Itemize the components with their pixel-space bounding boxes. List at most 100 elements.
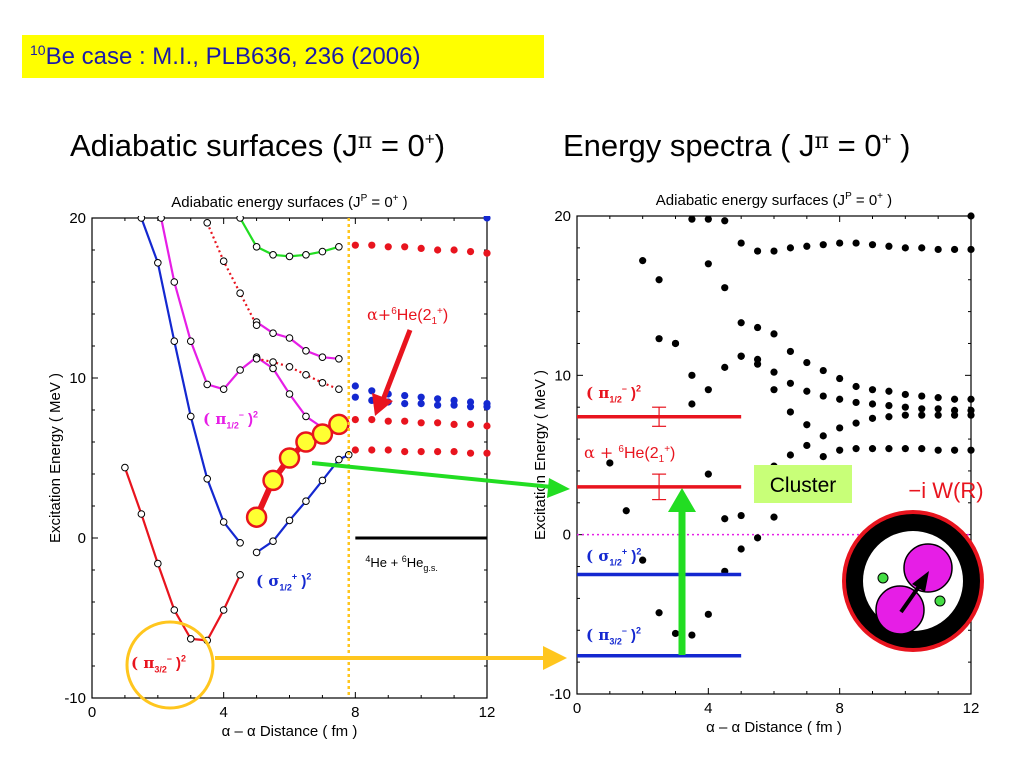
asymptotic-point-0	[450, 246, 458, 254]
spectrum-point	[901, 445, 909, 453]
pi32-highlight-circle	[125, 620, 215, 710]
spectrum-point	[967, 411, 975, 419]
spectrum-point	[721, 363, 729, 371]
surface-point-5	[252, 321, 261, 330]
y-tick-label: 20	[554, 208, 571, 225]
spectrum-point	[803, 358, 811, 367]
neutron-2	[934, 595, 946, 607]
asymptotic-point-3	[384, 417, 392, 425]
spectrum-point	[639, 257, 647, 265]
cluster-point	[262, 469, 284, 492]
right-heading-pre: Energy spectra ( J	[563, 128, 815, 163]
surface-point-3	[157, 216, 165, 222]
spectrum-point	[950, 245, 959, 254]
spectrum-point	[704, 260, 712, 268]
surface-point-3	[170, 278, 179, 286]
cluster-arrow-head	[547, 478, 570, 498]
neutron-1	[877, 572, 889, 584]
right-heading-sym: π	[814, 129, 830, 154]
asymptotic-point-0	[368, 241, 376, 249]
alpha-he-arrow-head	[372, 393, 393, 416]
surface-point-1	[186, 412, 195, 421]
spectrum-point	[655, 276, 663, 284]
surface-point-2	[335, 455, 343, 464]
spectrum-point	[819, 392, 827, 400]
spectrum-point	[868, 445, 877, 453]
right-heading-post: )	[891, 128, 911, 163]
spectrum-point	[704, 470, 712, 478]
spectrum-point	[901, 244, 909, 252]
surface-point-6	[302, 371, 310, 379]
spectrum-point	[704, 610, 712, 618]
surface-point-6	[335, 385, 343, 394]
asymptotic-point-4	[434, 448, 442, 456]
x-axis-label: α – α Distance ( fm )	[222, 723, 358, 740]
label-alpha-he: α + 6​He(21+​)	[584, 443, 675, 465]
surface-point-1	[170, 337, 179, 346]
asymptotic-point-0	[466, 248, 475, 256]
surface-point-0	[137, 510, 146, 518]
spectrum-point	[885, 387, 893, 395]
surface-point-6	[318, 379, 327, 387]
asymptotic-point-2	[434, 401, 442, 409]
asymptotic-point-4	[401, 448, 409, 456]
spectrum-point	[934, 405, 942, 413]
chart-title: Adiabatic energy surfaces (JP​ = 0+​ )	[171, 193, 407, 211]
spectrum-point	[803, 242, 811, 250]
surface-line-2	[255, 453, 350, 554]
surface-point-0	[121, 463, 129, 472]
surface-point-3	[236, 366, 244, 374]
asymptotic-point-1	[417, 393, 425, 401]
asymptotic-point-4	[450, 448, 458, 456]
relative-coordinate-arrowhead	[912, 571, 929, 592]
spectrum-point	[786, 408, 795, 416]
spectrum-point	[901, 390, 909, 399]
asymptotic-point-1	[351, 382, 359, 390]
surface-point-3	[219, 385, 228, 394]
spectrum-point	[622, 507, 630, 515]
label-pi12: ( π1/2–​ )2​	[203, 409, 258, 430]
spectrum-point	[836, 374, 844, 383]
asymptotic-point-0	[434, 246, 442, 254]
surface-point-2	[269, 537, 277, 546]
spectrum-point	[836, 424, 844, 432]
spectrum-point	[852, 239, 860, 247]
label-sigma12: ( σ1/2+​ )2​	[256, 571, 311, 592]
x-tick-label: 8	[351, 704, 359, 721]
spectrum-point	[918, 244, 926, 252]
spectrum-point	[671, 629, 680, 638]
surface-point-1	[219, 518, 228, 526]
x-tick-label: 12	[479, 704, 496, 721]
absorption-label: −i W(R)	[908, 478, 983, 503]
y-tick-label: -10	[64, 690, 86, 707]
vertical-arrow-head	[668, 488, 696, 512]
spectrum-point	[688, 631, 696, 639]
spectrum-point	[885, 413, 893, 421]
reference-text: 10Be case : M.I., PLB636, 236 (2006)	[30, 42, 420, 71]
surface-point-0	[236, 571, 244, 579]
surface-point-2	[285, 516, 294, 525]
asymptotic-point-2	[401, 400, 409, 408]
asymptotic-point-3	[351, 416, 359, 424]
pi32-arrow-head	[543, 646, 567, 670]
spectrum-point	[934, 394, 942, 402]
spectrum-point	[934, 245, 942, 254]
asymptotic-point-2	[483, 403, 491, 411]
spectrum-point	[721, 284, 729, 292]
asymptotic-point-2	[466, 403, 475, 411]
surface-point-5	[203, 219, 212, 227]
spectrum-point	[819, 241, 827, 249]
spectrum-point	[868, 414, 877, 422]
cluster-point	[328, 413, 350, 436]
asymptotic-point-3	[483, 422, 491, 430]
surface-point-6	[285, 363, 294, 371]
spectrum-point	[753, 534, 762, 542]
spectrum-point	[950, 395, 959, 403]
spectrum-point	[770, 386, 778, 394]
surface-line-5	[206, 222, 258, 326]
spectrum-point	[671, 339, 680, 348]
surface-point-3	[302, 412, 310, 421]
asymptotic-point-1	[434, 395, 442, 403]
spectrum-point	[721, 217, 729, 225]
